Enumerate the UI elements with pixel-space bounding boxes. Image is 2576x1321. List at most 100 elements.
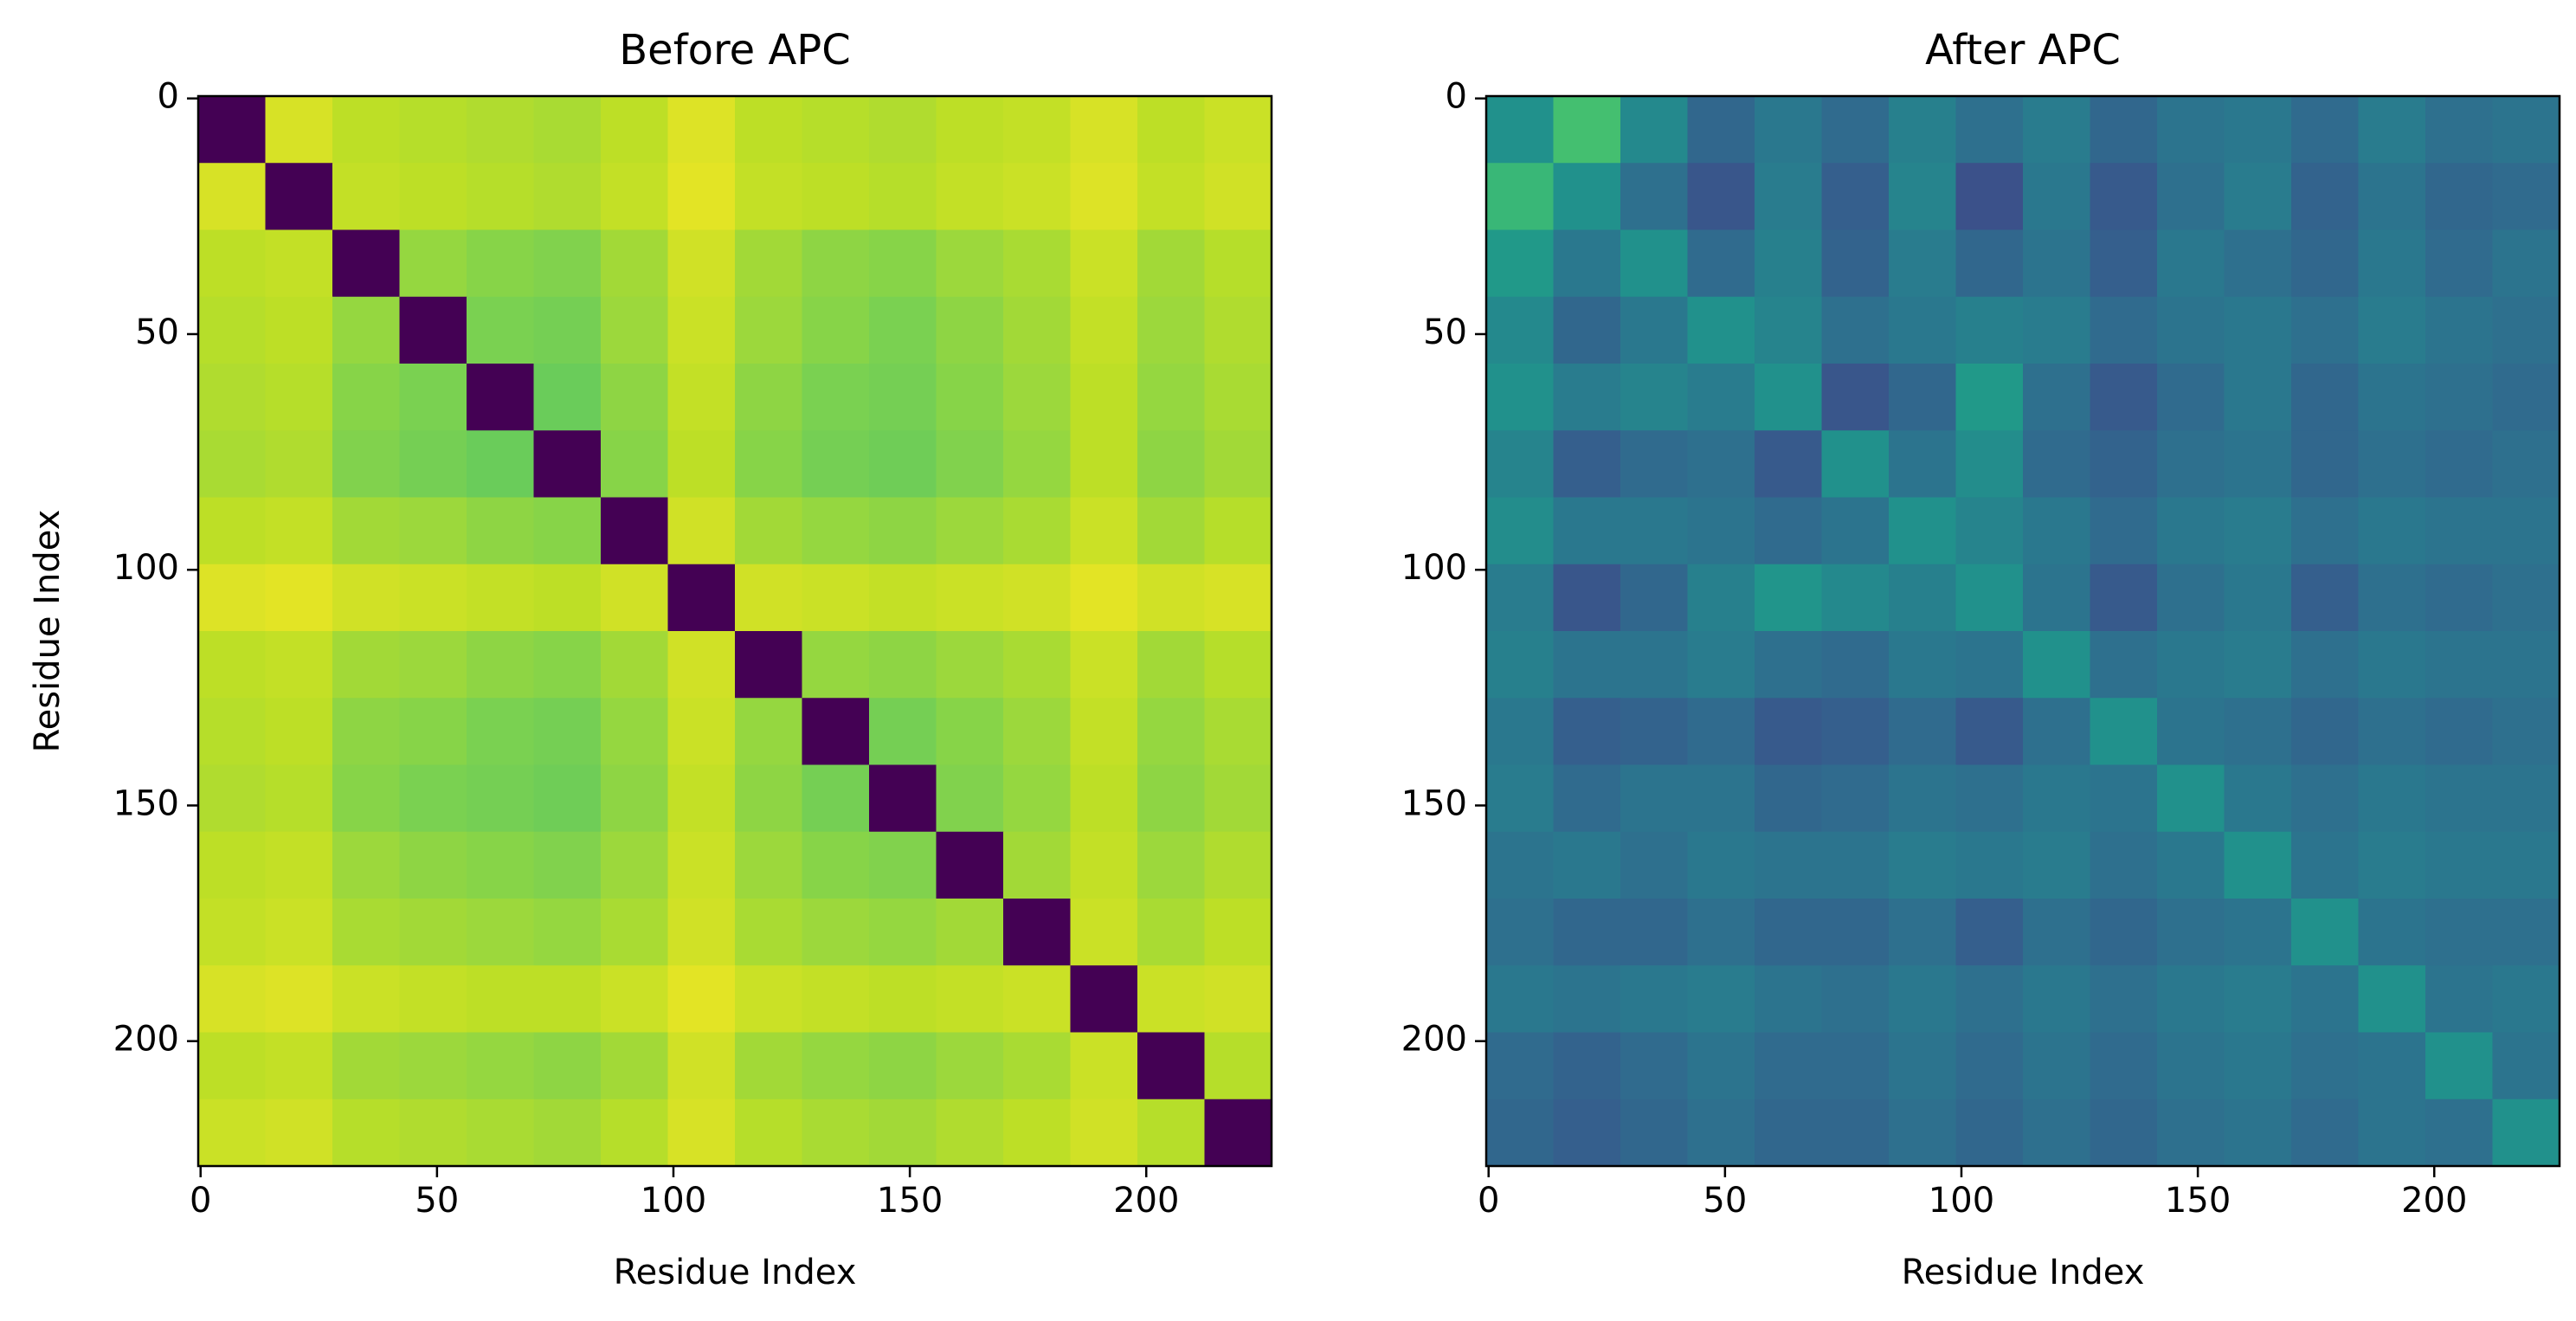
heat-cell [2224, 564, 2292, 632]
heat-cell [2492, 831, 2560, 899]
heat-cell [533, 296, 602, 364]
x-tick-label: 0 [1478, 1181, 1499, 1221]
heat-cell [265, 96, 333, 164]
heat-cell [1486, 965, 1555, 1034]
heat-cell [1137, 564, 1206, 632]
heat-cell [467, 1099, 535, 1167]
heat-cell [2090, 497, 2158, 565]
heat-cell [1553, 764, 1621, 833]
heat-cell [2291, 564, 2360, 632]
heat-cell [2425, 1099, 2494, 1167]
heat-cell [1687, 965, 1755, 1034]
heat-cell [1070, 497, 1138, 565]
y-tick-label: 0 [158, 77, 179, 117]
heat-cell [1204, 163, 1272, 231]
heat-cell [2157, 1032, 2225, 1100]
heat-cell [2090, 899, 2158, 966]
heat-cell [2492, 296, 2560, 364]
heat-cell [198, 965, 267, 1034]
heat-cell [2358, 96, 2426, 164]
heat-cell [2224, 497, 2292, 565]
heat-cell [1821, 899, 1890, 966]
heat-cell [1003, 296, 1072, 364]
heat-cell [198, 229, 267, 298]
heat-cell [1821, 497, 1890, 565]
x-axis-label: Residue Index [614, 1253, 857, 1292]
x-tick-label: 100 [641, 1181, 706, 1221]
heat-cell [265, 764, 333, 833]
heat-cell [332, 965, 401, 1034]
chart-title: After APC [1925, 26, 2121, 74]
heat-cell [265, 1099, 333, 1167]
x-tick-label: 0 [190, 1181, 211, 1221]
heat-cell [1137, 296, 1206, 364]
heat-cell [1486, 96, 1555, 164]
heat-cell [2023, 229, 2091, 298]
heat-cell [869, 764, 937, 833]
heat-cell [2224, 296, 2292, 364]
heat-cell [399, 1032, 467, 1100]
heat-cell [601, 831, 669, 899]
heat-cell [1821, 96, 1890, 164]
heat-cell [1755, 96, 1823, 164]
heat-cell [399, 899, 467, 966]
heat-cell [1955, 899, 2024, 966]
heat-cell [2425, 965, 2494, 1034]
heat-cell [1687, 631, 1755, 699]
heat-cell [1620, 296, 1689, 364]
heat-cell [1889, 1032, 1957, 1100]
heat-cell [1821, 1032, 1890, 1100]
y-tick-label: 100 [113, 548, 179, 588]
heat-cell [2157, 764, 2225, 833]
heat-cell [1486, 831, 1555, 899]
heat-cell [2157, 965, 2225, 1034]
heat-cell [1486, 1032, 1555, 1100]
heat-cell [869, 631, 937, 699]
heat-cell [2492, 430, 2560, 499]
x-tick-label: 200 [1113, 1181, 1179, 1221]
heat-cell [2358, 564, 2426, 632]
heat-cell [1620, 497, 1689, 565]
heat-cell [1620, 1032, 1689, 1100]
heat-cell [2492, 631, 2560, 699]
heat-cell [1620, 631, 1689, 699]
heat-cell [735, 698, 803, 766]
heat-cell [1687, 364, 1755, 431]
heat-cell [1204, 831, 1272, 899]
heat-cell [1003, 96, 1072, 164]
heat-cell [2023, 564, 2091, 632]
heat-cell [1821, 364, 1890, 431]
heat-cell [2023, 1032, 2091, 1100]
heat-cell [533, 430, 602, 499]
heat-cell [198, 430, 267, 499]
heat-cell [667, 631, 736, 699]
heat-cell [2358, 698, 2426, 766]
heat-cell [869, 229, 937, 298]
heat-cell [1486, 899, 1555, 966]
heat-cell [1821, 965, 1890, 1034]
heat-cell [869, 1099, 937, 1167]
heat-cell [1003, 831, 1072, 899]
heat-cell [1003, 1032, 1072, 1100]
heat-cell [2224, 229, 2292, 298]
heat-cell [2224, 831, 2292, 899]
heat-cell [1955, 96, 2024, 164]
heat-cell [2157, 296, 2225, 364]
heat-cell [2358, 831, 2426, 899]
heat-cell [332, 96, 401, 164]
heat-cell [1003, 899, 1072, 966]
heat-cell [1070, 698, 1138, 766]
heat-cell [332, 1032, 401, 1100]
heat-cell [1955, 965, 2024, 1034]
heat-cell [198, 764, 267, 833]
heat-cell [1755, 965, 1823, 1034]
heat-cell [2492, 564, 2560, 632]
heat-cell [1553, 899, 1621, 966]
heat-cell [735, 899, 803, 966]
heat-cell [936, 497, 1004, 565]
heat-cell [936, 764, 1004, 833]
heat-cell [332, 899, 401, 966]
heat-cell [1070, 631, 1138, 699]
heat-cell [2023, 163, 2091, 231]
heat-cell [1620, 831, 1689, 899]
